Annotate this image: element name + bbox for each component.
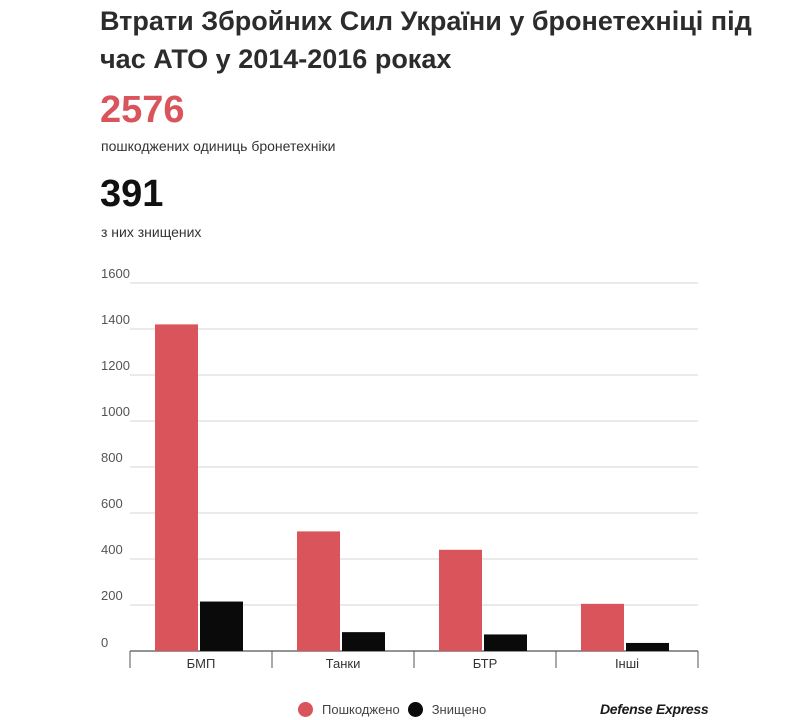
x-tick-label: БТР — [473, 656, 498, 671]
bar-destroyed — [484, 634, 527, 651]
x-tick-label: БМП — [187, 656, 216, 671]
damaged-caption: пошкоджених одиниць бронетехніки — [101, 138, 336, 154]
y-tick-label: 1400 — [101, 312, 130, 327]
y-tick-label: 600 — [101, 496, 123, 511]
legend-swatch-destroyed — [407, 701, 423, 717]
chart-legend: Пошкоджено Знищено — [298, 698, 494, 720]
destroyed-caption: з них знищених — [101, 224, 202, 240]
legend-swatch-damaged — [298, 701, 313, 717]
x-tick-label: Танки — [326, 656, 361, 671]
y-tick-label: 1600 — [101, 266, 130, 281]
y-tick-label: 1200 — [101, 358, 130, 373]
bar-damaged — [155, 324, 198, 651]
legend-label-damaged: Пошкоджено — [322, 701, 400, 717]
y-tick-label: 800 — [101, 450, 123, 465]
bar-damaged — [297, 531, 340, 651]
destroyed-total: 391 — [100, 173, 164, 215]
legend-label-destroyed: Знищено — [431, 701, 487, 717]
legend-item-damaged: Пошкоджено — [298, 701, 400, 717]
y-tick-label: 1000 — [101, 404, 130, 419]
brand-logo: Defense Express — [600, 701, 709, 717]
bar-destroyed — [200, 601, 243, 651]
y-tick-label: 200 — [101, 588, 123, 603]
bar-destroyed — [626, 642, 669, 651]
bar-damaged — [439, 549, 482, 651]
legend-item-destroyed: Знищено — [407, 701, 487, 717]
bar-destroyed — [342, 632, 385, 651]
y-tick-label: 0 — [101, 635, 108, 650]
chart-title: Втрати Збройних Сил України у бронетехні… — [100, 6, 752, 74]
x-tick-label: Інші — [615, 656, 639, 671]
y-tick-label: 400 — [101, 542, 123, 557]
bar-damaged — [581, 603, 624, 651]
damaged-total: 2576 — [100, 89, 185, 131]
